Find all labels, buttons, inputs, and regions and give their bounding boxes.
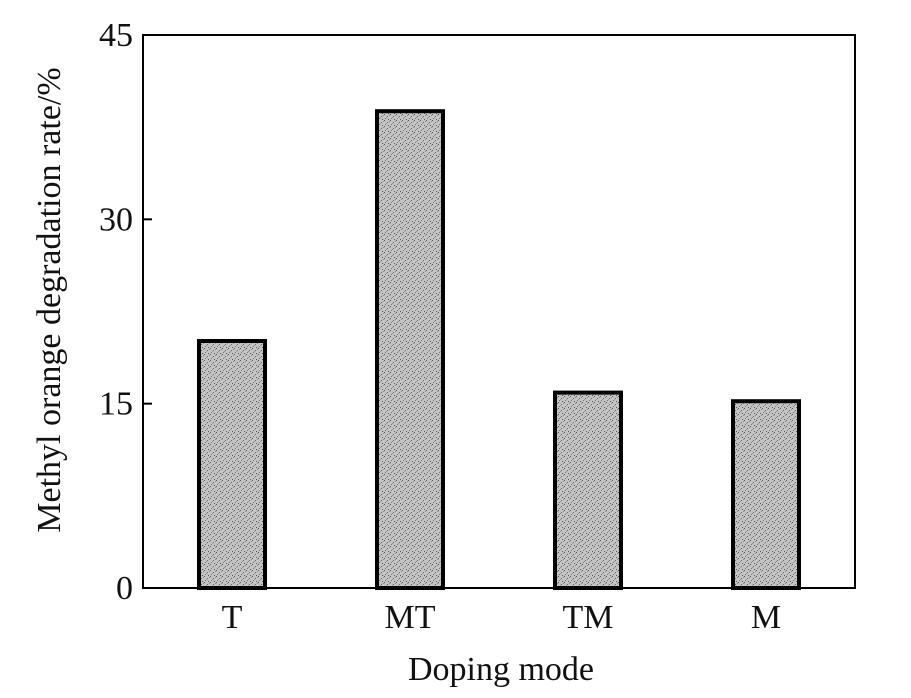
x-axis-label: Doping mode [408, 651, 594, 688]
y-tick-label: 30 [99, 201, 133, 238]
plot-frame [142, 34, 856, 589]
x-tick-label-mt: MT [385, 599, 436, 636]
y-axis-ticks: 0 15 30 45 [99, 17, 152, 607]
bars-group [197, 109, 801, 591]
x-tick-label-m: M [751, 599, 781, 636]
y-tick-label: 15 [99, 386, 133, 423]
y-tick-label: 45 [99, 17, 133, 54]
bar-m [731, 399, 801, 590]
bar-tm [553, 390, 623, 590]
bar-mt [375, 109, 445, 591]
x-tick-label-t: T [222, 599, 243, 636]
bar-t [197, 338, 267, 591]
y-tick-label: 0 [116, 570, 133, 607]
y-axis-label: Methyl orange degradation rate/% [31, 67, 68, 532]
x-tick-label-tm: TM [563, 599, 614, 636]
